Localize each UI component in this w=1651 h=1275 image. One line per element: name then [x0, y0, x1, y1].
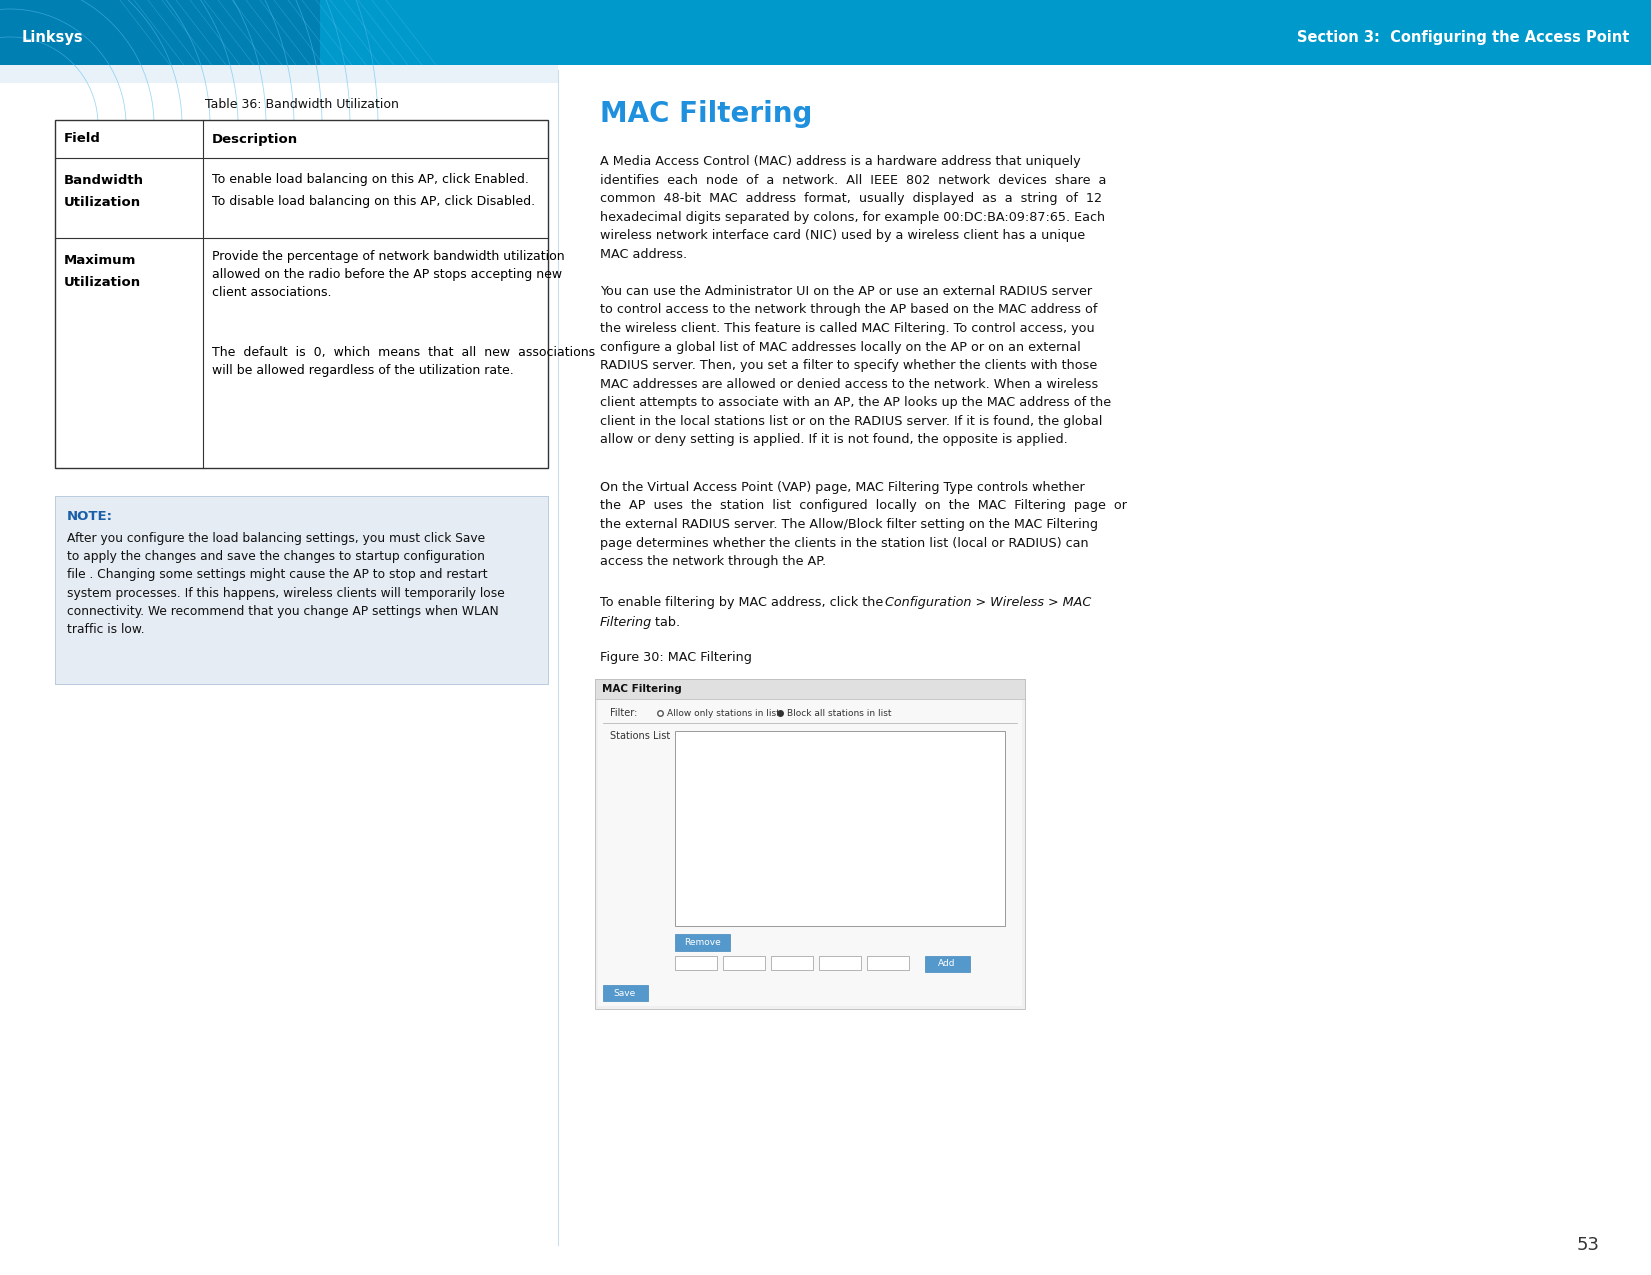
Text: Save: Save — [614, 988, 636, 997]
Text: Maximum: Maximum — [64, 254, 137, 266]
Text: MAC Filtering: MAC Filtering — [603, 683, 682, 694]
Text: Field: Field — [64, 133, 101, 145]
Text: Allow only stations in list: Allow only stations in list — [667, 709, 779, 718]
Bar — [675, 731, 1005, 926]
Text: On the Virtual Access Point (VAP) page, MAC Filtering Type controls whether
the : On the Virtual Access Point (VAP) page, … — [599, 481, 1128, 567]
Text: The  default  is  0,  which  means  that  all  new  associations
will be allowed: The default is 0, which means that all n… — [211, 346, 594, 377]
Bar — [0, 65, 558, 83]
Bar — [819, 956, 862, 970]
Text: To disable load balancing on this AP, click Disabled.: To disable load balancing on this AP, cl… — [211, 195, 535, 209]
Bar — [594, 680, 1025, 699]
Text: After you configure the load balancing settings, you must click Save
to apply th: After you configure the load balancing s… — [68, 532, 505, 636]
Text: MAC Filtering: MAC Filtering — [599, 99, 812, 128]
Text: Block all stations in list: Block all stations in list — [788, 709, 892, 718]
Text: Table 36: Bandwidth Utilization: Table 36: Bandwidth Utilization — [205, 97, 398, 111]
Bar — [771, 956, 812, 970]
Text: Bandwidth: Bandwidth — [64, 173, 144, 186]
Bar — [603, 986, 647, 1001]
Bar — [0, 0, 1651, 65]
Text: Filter:: Filter: — [609, 708, 637, 718]
Text: Add: Add — [938, 960, 956, 969]
Text: Description: Description — [211, 133, 299, 145]
Bar — [598, 699, 1022, 1006]
Bar — [54, 120, 548, 468]
Text: Linksys: Linksys — [21, 31, 84, 45]
Text: Configuration > Wireless > MAC: Configuration > Wireless > MAC — [885, 595, 1091, 609]
Text: A Media Access Control (MAC) address is a hardware address that uniquely
identif: A Media Access Control (MAC) address is … — [599, 156, 1106, 260]
Text: Provide the percentage of network bandwidth utilization
allowed on the radio bef: Provide the percentage of network bandwi… — [211, 250, 565, 300]
Text: tab.: tab. — [650, 616, 680, 629]
Bar — [594, 680, 1025, 1009]
Text: Stations List: Stations List — [609, 731, 670, 741]
Bar — [867, 956, 910, 970]
Bar — [0, 0, 320, 65]
Bar — [723, 956, 764, 970]
Text: You can use the Administrator UI on the AP or use an external RADIUS server
to c: You can use the Administrator UI on the … — [599, 286, 1111, 446]
Text: Figure 30: MAC Filtering: Figure 30: MAC Filtering — [599, 652, 751, 664]
Text: To enable load balancing on this AP, click Enabled.: To enable load balancing on this AP, cli… — [211, 173, 528, 186]
Bar — [675, 935, 730, 951]
Text: Filtering: Filtering — [599, 616, 652, 629]
Text: Utilization: Utilization — [64, 275, 140, 288]
Text: NOTE:: NOTE: — [68, 510, 112, 523]
Text: Section 3:  Configuring the Access Point: Section 3: Configuring the Access Point — [1296, 31, 1630, 45]
Bar — [925, 956, 971, 972]
Bar — [54, 496, 548, 683]
Text: To enable filtering by MAC address, click the: To enable filtering by MAC address, clic… — [599, 595, 887, 609]
Text: 53: 53 — [1577, 1235, 1600, 1255]
Text: Utilization: Utilization — [64, 195, 140, 209]
Text: Remove: Remove — [684, 938, 721, 947]
Bar — [675, 956, 717, 970]
